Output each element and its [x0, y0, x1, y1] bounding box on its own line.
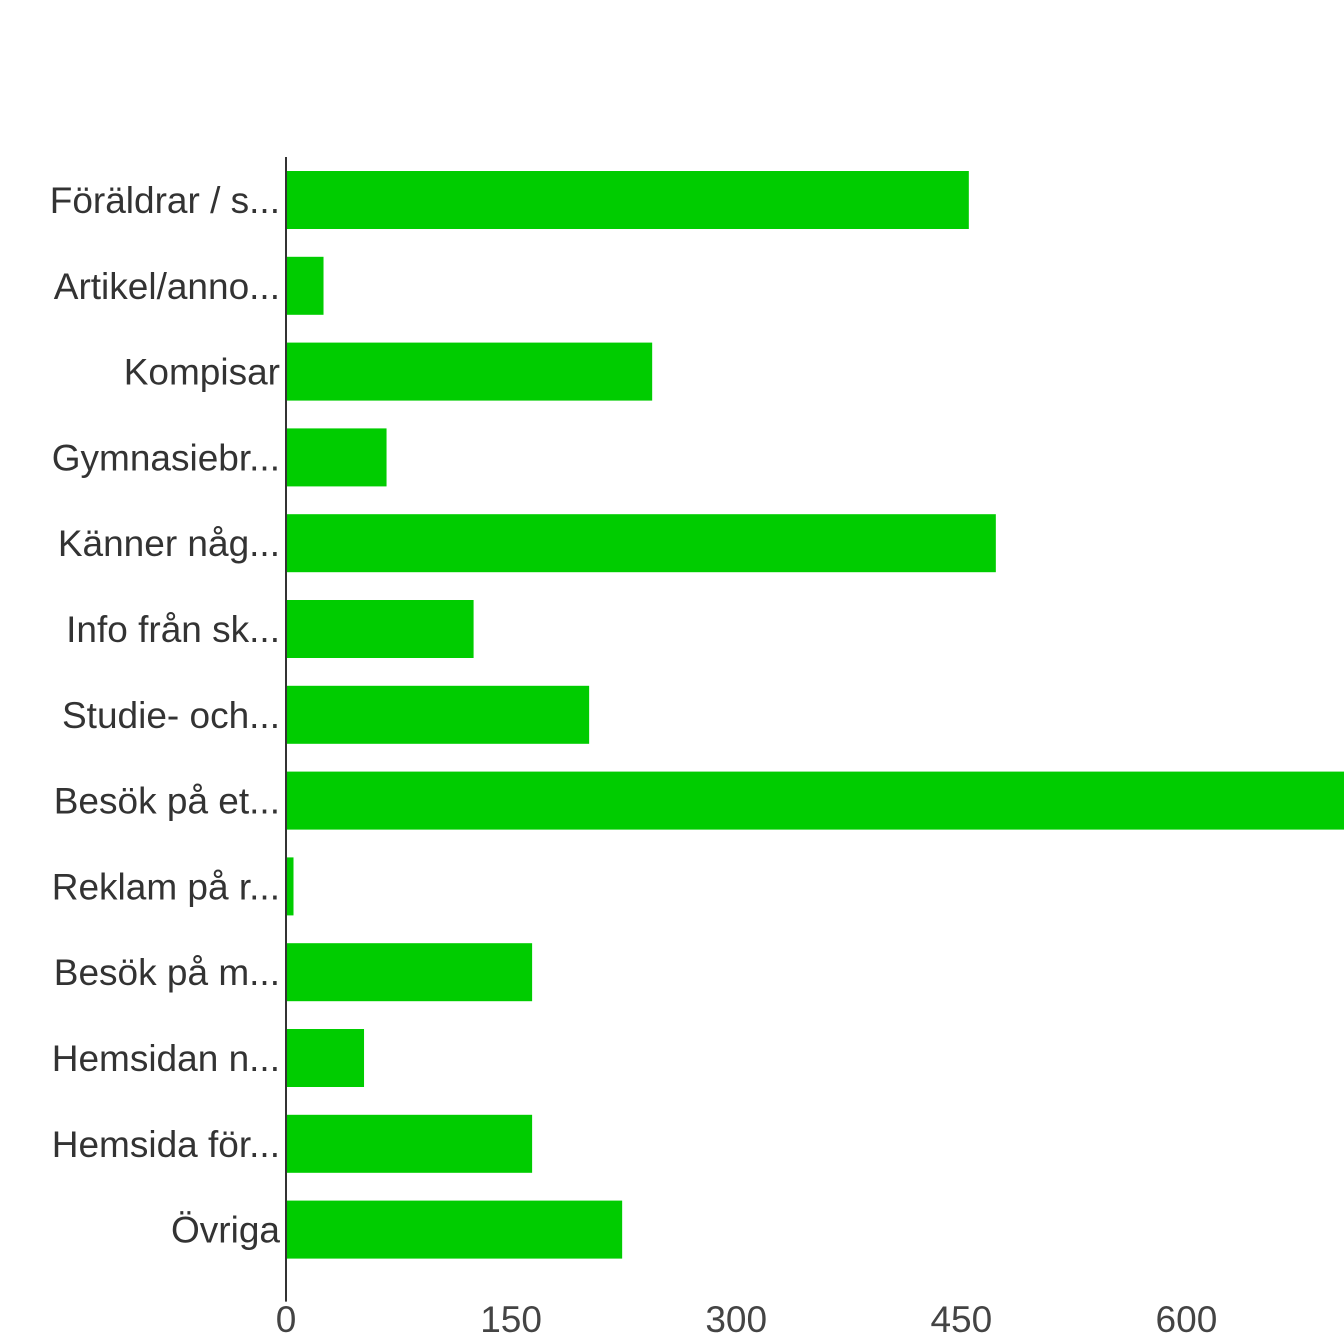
bar-11 [286, 1114, 533, 1173]
bars-layer [286, 171, 1344, 1259]
x-axis-ticks: 0 150 300 450 600 [276, 1299, 1218, 1340]
bar-6 [286, 685, 590, 744]
category-label-12: Övriga [171, 1210, 280, 1251]
category-label-9: Besök på m... [54, 952, 280, 993]
category-label-5: Info från sk... [66, 609, 280, 650]
x-tick-label-3: 450 [930, 1299, 992, 1335]
bar-2 [286, 342, 653, 401]
category-label-0: Föräldrar / s... [50, 180, 280, 221]
x-tick-label-1: 150 [480, 1299, 542, 1335]
bar-1 [286, 256, 324, 315]
bar-10 [286, 1029, 365, 1087]
category-label-1: Artikel/anno... [54, 266, 280, 307]
category-label-6: Studie- och... [62, 695, 280, 736]
category-label-10: Hemsidan n... [52, 1038, 280, 1079]
x-tick-label-4: 600 [1156, 1299, 1218, 1335]
category-label-2: Kompisar [124, 352, 280, 393]
bar-4 [286, 514, 996, 573]
category-label-4: Känner någ... [58, 523, 280, 564]
category-label-7: Besök på et... [54, 781, 280, 822]
bar-7 [286, 771, 1344, 830]
category-label-8: Reklam på r... [52, 866, 280, 907]
bar-5 [286, 600, 474, 658]
x-tick-label-2: 300 [705, 1299, 767, 1335]
bar-9 [286, 943, 533, 1002]
x-tick-label-0: 0 [276, 1299, 297, 1335]
bar-8 [286, 857, 294, 916]
bar-12 [286, 1200, 623, 1259]
bar-0 [286, 171, 969, 229]
category-labels: Föräldrar / s... Artikel/anno... Kompisar G… [50, 180, 281, 1251]
category-label-11: Hemsida för... [52, 1124, 280, 1165]
bar-3 [286, 428, 387, 487]
category-label-3: Gymnasiebr... [52, 437, 280, 478]
